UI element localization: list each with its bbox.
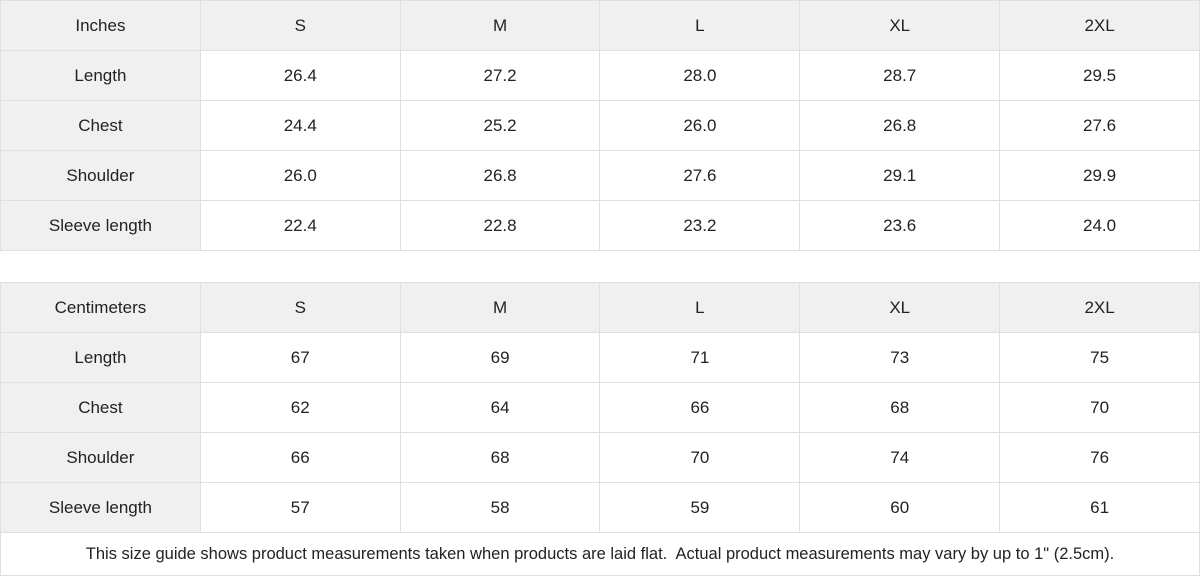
measurement-value-cell: 22.8: [399, 200, 601, 251]
measurement-value-cell: 75: [999, 332, 1200, 383]
measurement-value-cell: 29.9: [999, 150, 1200, 201]
size-header-cell: S: [199, 0, 401, 51]
measurement-value-cell: 73: [799, 332, 1001, 383]
measurement-value-cell: 66: [599, 382, 801, 433]
measurement-value-cell: 27.6: [999, 100, 1200, 151]
measurement-row: Shoulder 26.0 26.8 27.6 29.1 29.9: [0, 150, 1200, 201]
measurement-value-cell: 23.6: [799, 200, 1001, 251]
size-header-cell: L: [599, 282, 801, 333]
measurement-value-cell: 28.0: [599, 50, 801, 101]
measurement-value-cell: 70: [999, 382, 1200, 433]
size-header-cell: 2XL: [999, 282, 1200, 333]
measurement-value-cell: 70: [599, 432, 801, 483]
measurement-value-cell: 22.4: [199, 200, 401, 251]
measurement-value-cell: 74: [799, 432, 1001, 483]
measurement-value-cell: 26.0: [599, 100, 801, 151]
row-label-cell: Chest: [0, 382, 201, 433]
measurement-value-cell: 76: [999, 432, 1200, 483]
measurement-row: Shoulder 66 68 70 74 76: [0, 432, 1200, 483]
measurement-value-cell: 69: [399, 332, 601, 383]
measurement-value-cell: 59: [599, 482, 801, 533]
size-table-centimeters: Centimeters S M L XL 2XL Length 67 69 71 73 75 Chest…: [0, 282, 1200, 533]
measurement-value-cell: 68: [399, 432, 601, 483]
measurement-value-cell: 24.0: [999, 200, 1200, 251]
size-header-cell: S: [199, 282, 401, 333]
size-header-cell: L: [599, 0, 801, 51]
row-label-cell: Length: [0, 50, 201, 101]
unit-header-cell: Centimeters: [0, 282, 201, 333]
size-header-cell: 2XL: [999, 0, 1200, 51]
size-table-header-row: Inches S M L XL 2XL: [0, 0, 1200, 51]
measurement-value-cell: 25.2: [399, 100, 601, 151]
row-label-cell: Sleeve length: [0, 200, 201, 251]
size-header-cell: XL: [799, 0, 1001, 51]
measurement-value-cell: 57: [199, 482, 401, 533]
measurement-value-cell: 23.2: [599, 200, 801, 251]
measurement-row: Chest 62 64 66 68 70: [0, 382, 1200, 433]
unit-header-cell: Inches: [0, 0, 201, 51]
measurement-value-cell: 67: [199, 332, 401, 383]
measurement-row: Length 67 69 71 73 75: [0, 332, 1200, 383]
measurement-value-cell: 26.8: [799, 100, 1001, 151]
size-header-cell: M: [399, 282, 601, 333]
row-label-cell: Length: [0, 332, 201, 383]
footer-note: This size guide shows product measuremen…: [0, 533, 1200, 576]
table-gap: [0, 251, 1200, 282]
measurement-value-cell: 58: [399, 482, 601, 533]
measurement-row: Sleeve length 57 58 59 60 61: [0, 482, 1200, 533]
measurement-value-cell: 61: [999, 482, 1200, 533]
measurement-value-cell: 27.6: [599, 150, 801, 201]
measurement-value-cell: 24.4: [199, 100, 401, 151]
size-header-cell: M: [399, 0, 601, 51]
size-table-header-row: Centimeters S M L XL 2XL: [0, 282, 1200, 333]
measurement-value-cell: 27.2: [399, 50, 601, 101]
measurement-value-cell: 68: [799, 382, 1001, 433]
measurement-value-cell: 26.4: [199, 50, 401, 101]
measurement-value-cell: 64: [399, 382, 601, 433]
measurement-row: Chest 24.4 25.2 26.0 26.8 27.6: [0, 100, 1200, 151]
measurement-value-cell: 29.5: [999, 50, 1200, 101]
row-label-cell: Chest: [0, 100, 201, 151]
row-label-cell: Sleeve length: [0, 482, 201, 533]
measurement-value-cell: 71: [599, 332, 801, 383]
measurement-row: Length 26.4 27.2 28.0 28.7 29.5: [0, 50, 1200, 101]
measurement-value-cell: 26.0: [199, 150, 401, 201]
row-label-cell: Shoulder: [0, 432, 201, 483]
row-label-cell: Shoulder: [0, 150, 201, 201]
measurement-value-cell: 66: [199, 432, 401, 483]
size-table-inches: Inches S M L XL 2XL Length 26.4 27.2 28.0 28.7 29.5…: [0, 0, 1200, 251]
measurement-value-cell: 29.1: [799, 150, 1001, 201]
measurement-value-cell: 60: [799, 482, 1001, 533]
measurement-value-cell: 26.8: [399, 150, 601, 201]
measurement-row: Sleeve length 22.4 22.8 23.2 23.6 24.0: [0, 200, 1200, 251]
measurement-value-cell: 28.7: [799, 50, 1001, 101]
size-header-cell: XL: [799, 282, 1001, 333]
measurement-value-cell: 62: [199, 382, 401, 433]
